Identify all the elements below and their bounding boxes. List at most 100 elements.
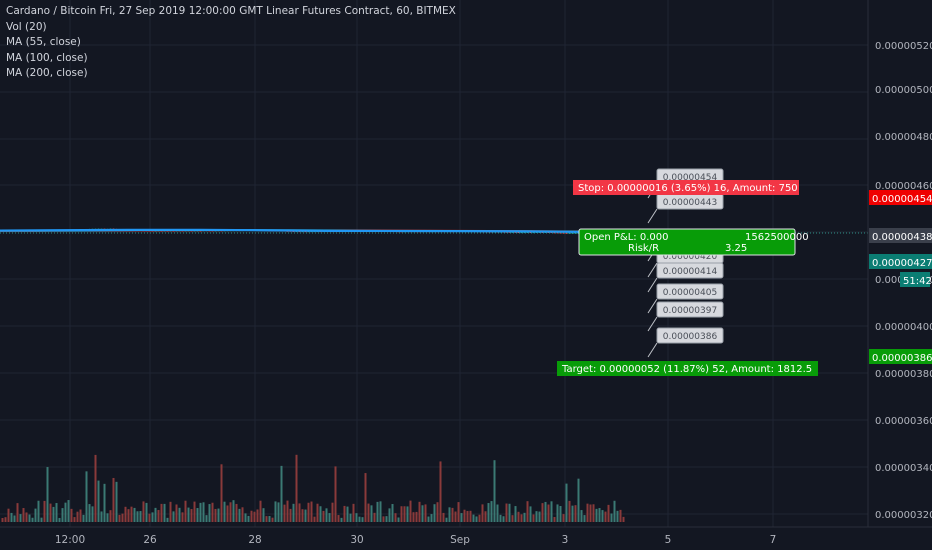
volume-bar [73, 517, 76, 522]
volume-bar [538, 511, 541, 522]
candle-body [556, 232, 559, 234]
volume-bar [181, 512, 184, 522]
volume-bar [43, 500, 46, 522]
risk-reward-tail: 3.25 [725, 243, 747, 254]
volume-bar [439, 461, 442, 522]
price-axis-marker [869, 254, 932, 269]
candle-body [517, 232, 520, 234]
volume-bar [52, 506, 55, 522]
volume-bar [355, 513, 358, 522]
volume-bar [463, 509, 466, 522]
volume-bar [424, 504, 427, 522]
x-tick-label: Sep [450, 534, 470, 546]
volume-bar [352, 503, 355, 522]
volume-bar [496, 504, 499, 522]
volume-bar [385, 516, 388, 522]
volume-bar [7, 508, 10, 522]
target-label-box[interactable] [557, 361, 818, 376]
volume-bar [28, 514, 31, 522]
volume-bar [508, 503, 511, 522]
volume-bar [19, 514, 22, 522]
indicator-ma200[interactable]: MA (200, close) [6, 67, 88, 79]
price-callout[interactable] [656, 262, 724, 279]
candle-body [511, 231, 514, 233]
volume-bar [616, 510, 619, 522]
x-tick-label: 30 [350, 534, 363, 546]
volume-bar [418, 501, 421, 522]
volume-bar [16, 503, 19, 522]
volume-bar [232, 500, 235, 522]
volume-bar [364, 473, 367, 522]
volume-bar [448, 507, 451, 522]
volume-bar [259, 500, 262, 522]
volume-bar [334, 466, 337, 522]
price-callout-tail [647, 277, 658, 293]
volume-bar [250, 510, 253, 522]
x-tick-label: 12:00 [55, 534, 85, 546]
volume-bar [103, 483, 106, 522]
volume-bar [493, 460, 496, 522]
volume-bar [559, 506, 562, 522]
stop-label-box[interactable] [573, 180, 799, 195]
volume-bar [304, 509, 307, 522]
price-axis-marker-text: 0.00000454 [872, 194, 932, 205]
price-callout[interactable] [656, 301, 724, 318]
volume-bar [247, 515, 250, 522]
price-callout[interactable] [656, 327, 724, 344]
volume-bar [442, 512, 445, 522]
price-callout[interactable] [656, 283, 724, 300]
volume-bar [208, 504, 211, 522]
volume-bar [466, 510, 469, 522]
y-tick-label: 0.00000360 [875, 416, 932, 427]
volume-bar [481, 504, 484, 522]
volume-bar [604, 511, 607, 522]
price-axis-marker-text: 0.00000427 [872, 258, 932, 269]
volume-bar [301, 509, 304, 522]
price-callout-text: 0.00000386 [663, 332, 718, 342]
volume-bar [361, 517, 364, 522]
volume-bar [373, 512, 376, 522]
price-axis-marker [869, 228, 932, 243]
volume-bar [601, 510, 604, 522]
open-pl-text: Open P&L: 0.000 [584, 232, 668, 243]
volume-bar [571, 505, 574, 522]
indicator-volume[interactable]: Vol (20) [6, 20, 47, 33]
volume-bar [37, 500, 40, 522]
y-tick-label: 0.00000460 [875, 181, 932, 192]
volume-bar [286, 500, 289, 522]
volume-bar [244, 513, 247, 522]
volume-bar [346, 506, 349, 522]
indicator-ma100[interactable]: MA (100, close) [6, 51, 88, 64]
price-axis-marker [900, 272, 930, 287]
volume-bar [193, 501, 196, 522]
volume-bar [70, 508, 73, 522]
volume-bar [196, 508, 199, 522]
volume-bar [178, 507, 181, 522]
price-callout-tail [647, 262, 658, 278]
volume-bar [322, 510, 325, 522]
volume-bar [121, 513, 124, 522]
volume-bar [460, 513, 463, 522]
candle-body [523, 232, 526, 234]
symbol-title[interactable]: Cardano / Bitcoin Fri, 27 Sep 2019 12:00… [6, 5, 456, 17]
volume-bar [148, 513, 151, 522]
volume-bar [133, 507, 136, 522]
volume-bar [157, 510, 160, 522]
volume-bar [349, 513, 352, 522]
volume-bar [154, 507, 157, 522]
volume-bar [367, 503, 370, 522]
volume-bar [142, 501, 145, 522]
candle-body [568, 232, 571, 234]
volume-bar [82, 514, 85, 522]
indicator-ma55[interactable]: MA (55, close) [6, 36, 81, 48]
volume-bar [586, 503, 589, 522]
volume-bar [502, 516, 505, 522]
volume-bar [484, 511, 487, 522]
y-tick-label: 0.00000520 [875, 41, 932, 52]
volume-bar [415, 511, 418, 522]
volume-bar [568, 500, 571, 522]
volume-bar [124, 506, 127, 522]
volume-bar [613, 500, 616, 522]
pnl-label-box[interactable] [578, 228, 796, 256]
